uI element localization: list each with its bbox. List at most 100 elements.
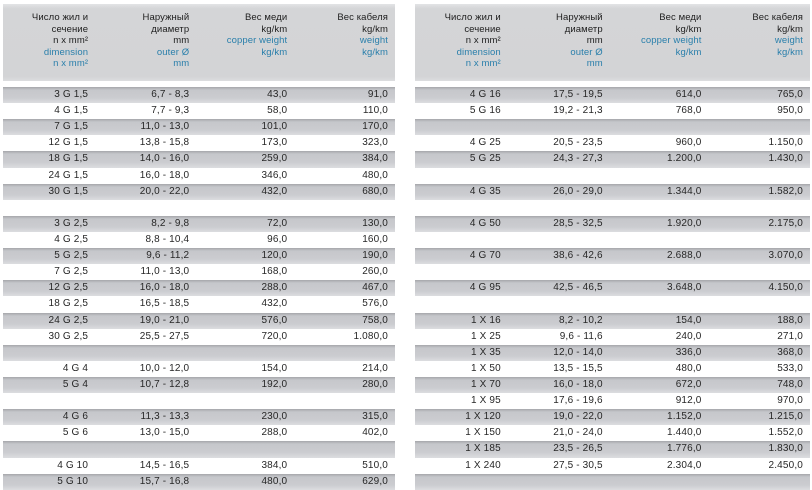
table-cell: 4 G 70 <box>469 250 501 262</box>
table-cell: 28,5 - 32,5 <box>553 217 603 229</box>
table-row: 4 G 16 17,5 - 19,5 614,0 765,0 <box>415 87 810 104</box>
table-cell: 14,5 - 16,5 <box>139 459 190 471</box>
table-cell: 259,0 <box>261 153 288 165</box>
table-cell: 101,0 <box>261 121 288 133</box>
table-cell: 8,2 - 9,8 <box>151 217 190 229</box>
table-cell: 1.776,0 <box>667 443 702 455</box>
table-cell: 23,5 - 26,5 <box>553 443 603 455</box>
header-line: Наружный <box>556 12 603 23</box>
table-cell <box>508 264 610 280</box>
table-cell: 432,0 <box>261 298 288 310</box>
table-cell: 110,0 <box>362 105 388 117</box>
table-cell: 614,0 <box>675 89 702 100</box>
table-cell <box>708 474 810 490</box>
table-cell: 3 G 1,5 <box>54 89 89 100</box>
table-cell: 17,6 - 19,6 <box>553 395 603 407</box>
table-cell: 5 G 4 <box>62 378 89 390</box>
table-cell <box>196 441 294 457</box>
table-cell: 3.648,0 <box>667 282 702 294</box>
table-row: 12 G 1,5 13,8 - 15,8 173,0 323,0 <box>3 135 395 151</box>
table-row: 4 G 70 38,6 - 42,6 2.688,0 3.070,0 <box>415 248 810 265</box>
table-cell: 336,0 <box>675 346 702 358</box>
table-cell: 1.080,0 <box>353 330 388 342</box>
header-line-translation: outer Ø <box>156 46 190 58</box>
table-row: 4 G 50 28,5 - 32,5 1.920,0 2.175,0 <box>415 215 810 232</box>
table-cell: 12,0 - 14,0 <box>553 346 603 358</box>
table-cell: 72,0 <box>267 217 288 229</box>
table-cell: 2.688,0 <box>667 250 702 262</box>
table-row: 5 G 25 24,3 - 27,3 1.200,0 1.430,0 <box>415 151 810 168</box>
table-cell: 9,6 - 11,6 <box>559 330 603 342</box>
table-cell: 38,6 - 42,6 <box>553 250 603 262</box>
table-cell: 5 G 25 <box>469 153 501 165</box>
table-cell <box>508 119 610 135</box>
table-cell: 2.304,0 <box>667 459 702 471</box>
table-row: 4 G 35 26,0 - 29,0 1.344,0 1.582,0 <box>415 183 810 200</box>
table-cell: 271,0 <box>777 330 803 342</box>
table-cell: 7,7 - 9,3 <box>151 105 190 117</box>
table-row: 4 G 95 42,5 - 46,5 3.648,0 4.150,0 <box>415 280 810 297</box>
table-cell: 30 G 1,5 <box>48 185 89 197</box>
header-line-translation: weight <box>359 35 388 47</box>
table-cell: 20,5 - 23,5 <box>553 137 603 149</box>
table-cell: 1.440,0 <box>667 427 702 439</box>
table-header: Число жил и сечение n x mm² dimension n x mm… <box>415 4 810 81</box>
table-cell: 576,0 <box>362 298 388 310</box>
table-cell: 27,5 - 30,5 <box>553 459 603 471</box>
column-header-copper-weight: Вес меди kg/km copper weight kg/km <box>196 12 294 81</box>
table-cell <box>610 232 709 248</box>
table-cell: 1.152,0 <box>667 411 702 423</box>
table-cell <box>610 200 709 216</box>
table-cell <box>95 200 196 216</box>
table-cell <box>3 441 95 457</box>
table-cell: 5 G 6 <box>62 427 89 439</box>
table-cell: 240,0 <box>675 330 702 342</box>
table-cell <box>508 296 610 312</box>
table-cell <box>415 119 508 135</box>
cable-spec-table-left: Число жил и сечение n x mm² dimension n x mm… <box>3 0 395 490</box>
table-cell: 91,0 <box>367 89 388 100</box>
table-row: 4 G 6 11,3 - 13,3 230,0 315,0 <box>3 409 395 426</box>
table-row: 5 G 10 15,7 - 16,8 480,0 629,0 <box>3 473 395 490</box>
table-row: 4 G 10 14,5 - 16,5 384,0 510,0 <box>3 458 395 474</box>
table-row: 4 G 2,5 8,8 - 10,4 96,0 160,0 <box>3 232 395 248</box>
header-line: n x mm² <box>465 35 501 47</box>
table-cell <box>610 168 709 184</box>
header-line-translation: kg/km <box>675 46 702 58</box>
header-line: Вес меди <box>659 12 702 23</box>
spacer-row <box>3 344 395 361</box>
table-cell: 24,3 - 27,3 <box>553 153 603 165</box>
table-row: 12 G 2,5 16,0 - 18,0 288,0 467,0 <box>3 280 395 297</box>
table-cell: 13,5 - 15,5 <box>553 362 603 374</box>
table-cell: 14,0 - 16,0 <box>139 153 190 165</box>
table-cell <box>415 296 508 312</box>
table-cell: 4.150,0 <box>768 282 803 294</box>
table-cell: 758,0 <box>362 314 388 326</box>
table-cell: 8,2 - 10,2 <box>558 314 603 326</box>
table-cell: 1.552,0 <box>768 427 803 439</box>
table-cell: 24 G 1,5 <box>48 169 89 181</box>
table-cell: 19,0 - 22,0 <box>553 411 603 423</box>
table-row: 18 G 2,5 16,5 - 18,5 432,0 576,0 <box>3 296 395 312</box>
table-cell: 7 G 2,5 <box>54 266 89 278</box>
table-cell: 130,0 <box>362 217 388 229</box>
table-cell: 192,0 <box>261 378 288 390</box>
table-cell <box>196 345 294 361</box>
table-cell: 4 G 95 <box>469 282 501 294</box>
table-cell: 323,0 <box>362 137 388 149</box>
table-row: 24 G 1,5 16,0 - 18,0 346,0 480,0 <box>3 168 395 184</box>
table-cell: 720,0 <box>261 330 288 342</box>
table-cell: 432,0 <box>261 185 288 197</box>
header-line-translation: kg/km <box>777 46 803 58</box>
table-cell: 58,0 <box>267 105 288 117</box>
table-cell: 5 G 16 <box>469 105 501 117</box>
table-cell: 18 G 2,5 <box>48 298 89 310</box>
table-cell: 4 G 1,5 <box>54 105 89 117</box>
table-cell: 13,8 - 15,8 <box>139 137 190 149</box>
header-line: kg/km <box>777 23 803 35</box>
header-line: Число жил и <box>31 12 89 23</box>
table-cell: 1 X 185 <box>465 443 501 455</box>
column-header-copper-weight: Вес меди kg/km copper weight kg/km <box>610 12 709 81</box>
table-cell <box>3 393 95 409</box>
